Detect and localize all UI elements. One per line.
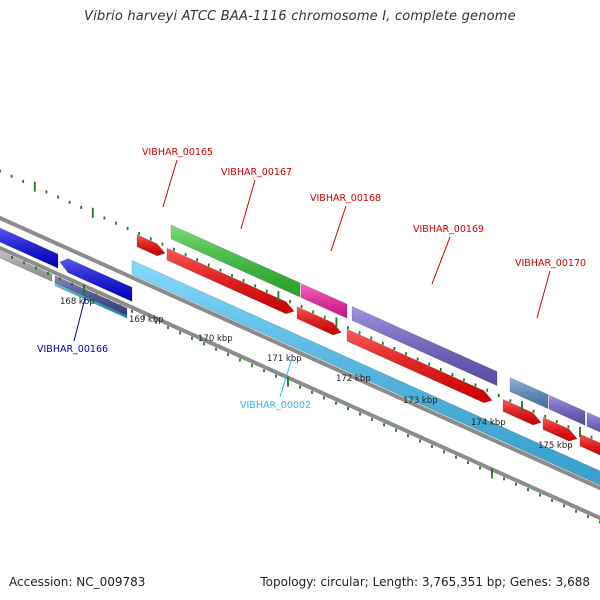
leader-line [536,270,551,319]
gene-label[interactable]: VIBHAR_00170 [515,258,586,269]
tick-label: 172 kbp [336,374,371,384]
upper-tick-row [0,169,593,439]
lower-tick-row [11,255,600,524]
tick-label: 173 kbp [403,396,438,406]
gene-label[interactable]: VIBHAR_00165 [142,147,213,158]
gene-00166-left[interactable] [0,227,59,269]
tick-label: 174 kbp [471,418,506,428]
tick-label: 171 kbp [267,354,302,364]
leader-line [162,159,178,208]
gene-label[interactable]: VIBHAR_00166 [37,344,108,355]
leader-line [279,357,293,398]
gene-label[interactable]: VIBHAR_00168 [310,193,381,204]
genome-summary: Topology: circular; Length: 3,765,351 bp… [260,575,590,589]
map-title: Vibrio harveyi ATCC BAA-1116 chromosome … [84,9,516,24]
gene-label[interactable]: VIBHAR_00167 [221,167,292,178]
tick-label: 168 kbp [60,297,95,307]
reverse-backbone [0,245,600,521]
gene-00170-block[interactable] [509,377,549,410]
leader-line [240,179,256,230]
leader-line [73,297,86,342]
feature-tracks [0,215,600,521]
tick-label: 175 kbp [538,441,573,451]
gene-00167-block[interactable] [170,224,301,298]
gene-edge-cds[interactable] [579,433,600,456]
leader-line [431,236,451,285]
accession-text: Accession: NC_009783 [9,575,146,589]
gene-00168-block[interactable] [300,283,348,319]
gene-labels: VIBHAR_00165 VIBHAR_00167 VIBHAR_00168 VIBH… [37,147,586,411]
gene-00168-cds[interactable] [296,306,342,336]
forward-backbone [0,215,600,491]
scale-ruler: 168 kbp 169 kbp 170 kbp 171 kbp 172 kbp 173 k… [0,169,600,524]
gene-purple-2-cds[interactable] [542,416,578,442]
gene-00169-cds[interactable] [346,328,493,404]
gene-00002-block[interactable] [131,259,600,489]
gene-reverse-grey[interactable] [0,247,53,282]
gene-00169-block[interactable] [351,305,498,387]
gene-00170-cds[interactable] [502,398,542,426]
gene-label[interactable]: VIBHAR_00002 [240,400,311,411]
leader-line [330,205,347,252]
gene-label[interactable]: VIBHAR_00169 [413,224,484,235]
gene-purple-2-block[interactable] [548,394,586,426]
gene-purple-3-block[interactable] [586,411,600,436]
gene-00167-cds[interactable] [166,247,295,315]
gene-00166-block[interactable] [59,258,133,302]
tick-label: 170 kbp [198,334,233,344]
tick-label: 169 kbp [129,315,164,325]
gene-reverse-teal[interactable] [54,282,128,319]
gene-00165-block[interactable] [136,234,166,257]
